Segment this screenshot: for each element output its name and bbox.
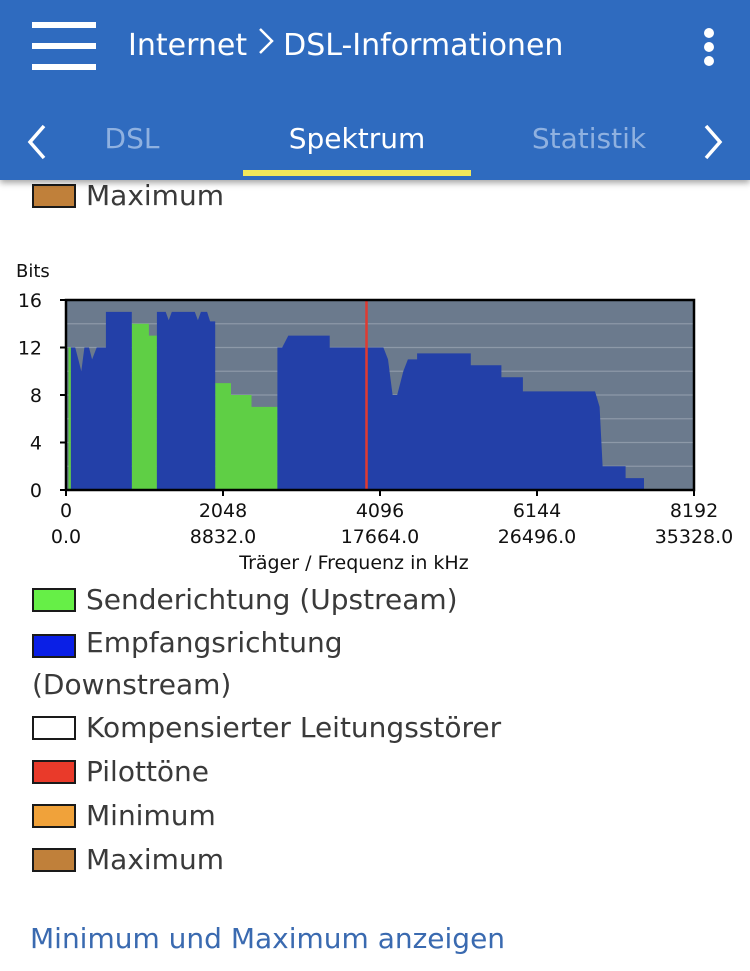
breadcrumb: Internet DSL-Informationen [128, 24, 563, 68]
series-downstream-area [277, 335, 644, 490]
legend-label-downstream-line2: (Downstream) [32, 668, 232, 701]
legend-label-compensated: Kompensierter Leitungsstörer [86, 711, 502, 744]
breadcrumb-item-internet[interactable]: Internet [128, 28, 248, 63]
show-min-max-link[interactable]: Minimum und Maximum anzeigen [30, 922, 506, 955]
legend-swatch-compensated [32, 716, 76, 740]
legend-label-maximum: Maximum [86, 843, 224, 876]
active-tab-indicator [243, 170, 471, 176]
y-tick-label: 4 [30, 433, 42, 455]
series-upstream-area [215, 383, 278, 490]
series-upstream-area [131, 323, 157, 490]
legend-swatch [32, 184, 76, 208]
series-downstream-area [70, 311, 132, 490]
y-tick-label: 16 [18, 290, 42, 312]
x-tick-label-frequency: 0.0 [51, 526, 81, 548]
legend-item-downstream: Empfangsrichtung (Downstream) [32, 622, 452, 706]
x-tick-label-frequency: 8832.0 [190, 526, 256, 548]
y-tick-label: 0 [30, 480, 42, 502]
x-tick-label-carrier: 8192 [670, 500, 718, 522]
legend-swatch-upstream [32, 588, 76, 612]
x-tick-label-carrier: 4096 [356, 500, 404, 522]
hamburger-menu-icon[interactable] [32, 22, 96, 72]
chevron-left-icon[interactable] [24, 122, 48, 162]
series-downstream-area [156, 311, 216, 490]
legend-label-pilot: Pilottöne [86, 755, 210, 788]
x-tick-label-carrier: 6144 [513, 500, 561, 522]
x-tick-label-carrier: 0 [60, 500, 72, 522]
y-tick-label: 8 [30, 385, 42, 407]
x-tick-label-carrier: 2048 [199, 500, 247, 522]
app-header: Internet DSL-Informationen DSL Spektrum S… [0, 0, 750, 180]
tab-statistik[interactable]: Statistik [531, 122, 647, 155]
legend-label-minimum: Minimum [86, 799, 216, 832]
x-tick-label-frequency: 17664.0 [341, 526, 420, 548]
x-tick-label-frequency: 35328.0 [655, 526, 734, 548]
kebab-menu-icon[interactable] [700, 26, 720, 68]
series-upstream-area [68, 347, 71, 490]
x-axis-label: Träger / Frequenz in kHz [238, 552, 468, 574]
chevron-right-icon [257, 25, 275, 69]
legend-label-upstream: Senderichtung (Upstream) [86, 583, 458, 616]
legend-label: Maximum [86, 179, 224, 212]
y-tick-label: 12 [18, 338, 42, 360]
legend-swatch-pilot [32, 760, 76, 784]
legend-label-downstream-line1: Empfangsrichtung [86, 626, 343, 659]
y-axis-label: Bits [16, 261, 50, 282]
spectrum-chart: 16 12 8 4 00 0.0 2048 8832.0 4096 17664.0 6144 2649… [16, 261, 734, 574]
breadcrumb-item-dsl-informationen: DSL-Informationen [283, 28, 564, 63]
tab-dsl[interactable]: DSL [104, 122, 160, 155]
legend-swatch-maximum [32, 848, 76, 872]
legend-swatch-minimum [32, 804, 76, 828]
x-tick-label-frequency: 26496.0 [498, 526, 577, 548]
tab-spektrum[interactable]: Spektrum [288, 122, 426, 155]
chevron-right-icon[interactable] [702, 122, 726, 162]
legend-swatch-downstream [32, 634, 76, 658]
